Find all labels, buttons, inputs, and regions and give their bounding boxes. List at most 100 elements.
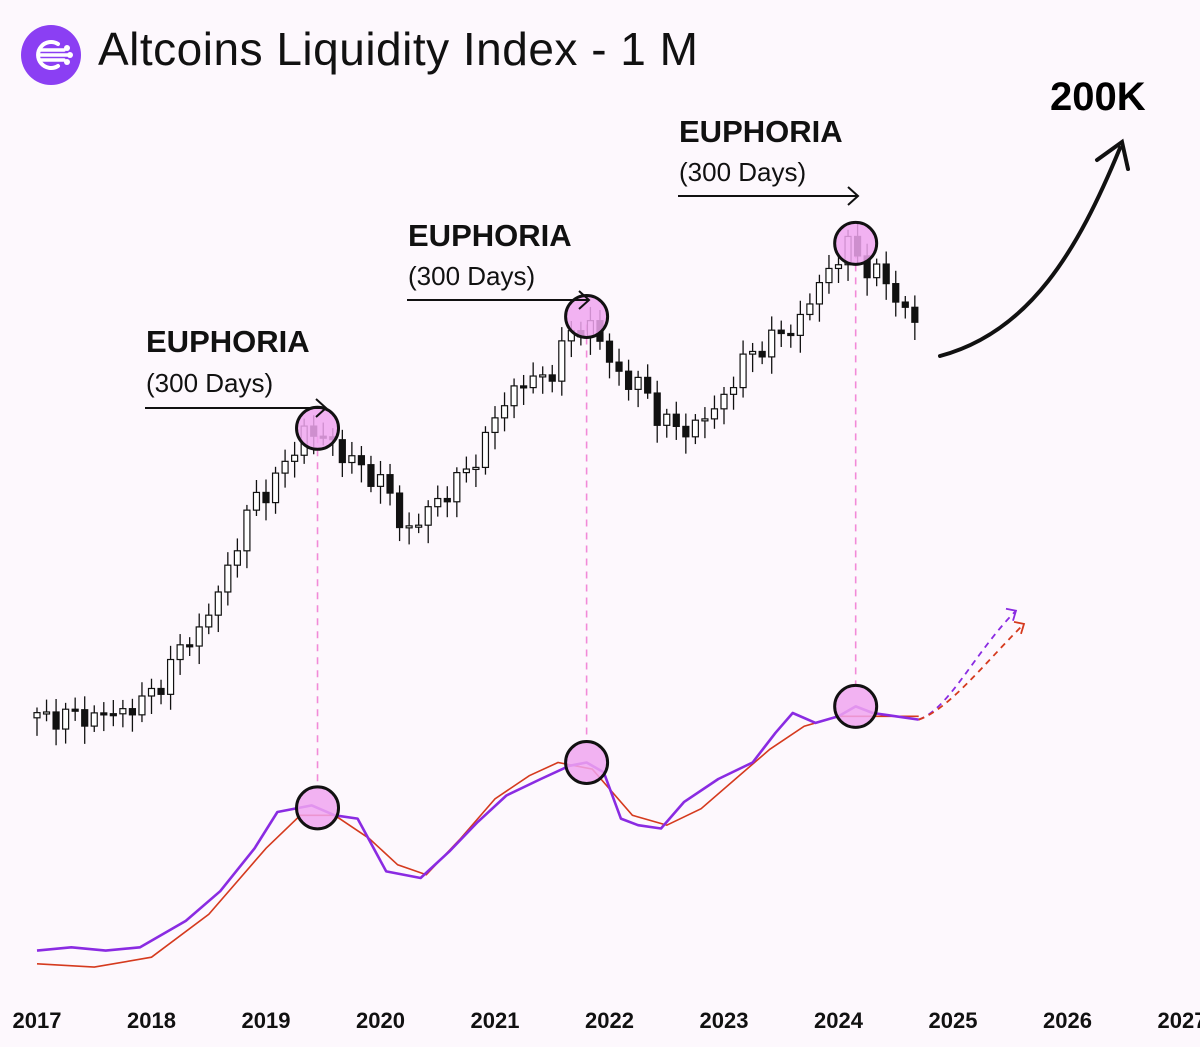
x-tick-label: 2027: [1158, 1008, 1200, 1033]
x-tick-label: 2024: [814, 1008, 864, 1033]
x-tick-label: 2020: [356, 1008, 405, 1033]
price-candle: [787, 324, 795, 348]
projection-arrow: [918, 621, 1026, 721]
price-candle: [901, 295, 909, 319]
price-candle: [749, 342, 757, 373]
price-candle: [233, 538, 241, 578]
x-tick-label: 2026: [1043, 1008, 1092, 1033]
projection-arrows: [918, 607, 1026, 721]
phase-annotation-1: EUPHORIA (300 Days): [145, 324, 328, 418]
price-candle: [243, 504, 251, 569]
price-candle: [653, 380, 661, 443]
price-candle: [81, 696, 89, 744]
x-tick-label: 2025: [929, 1008, 978, 1033]
circuit-logo-icon: [21, 25, 81, 85]
price-candle: [834, 253, 843, 284]
phase-title: EUPHORIA: [679, 114, 843, 149]
phase-duration: (300 Days): [146, 368, 273, 398]
liquidity-peak-marker: [564, 740, 610, 785]
price-candle: [42, 699, 51, 722]
peak-markers: [295, 220, 879, 831]
right-arrow-icon: [145, 398, 328, 418]
price-candle: [166, 645, 175, 710]
price-candle: [558, 327, 566, 396]
price-candle: [605, 333, 614, 379]
price-candle: [367, 455, 375, 493]
price-candle: [729, 376, 738, 410]
price-candle: [710, 395, 719, 429]
price-candle: [768, 316, 776, 374]
price-candle: [663, 408, 671, 438]
phase-duration: (300 Days): [408, 261, 535, 291]
peak-guide-lines: [316, 251, 857, 790]
x-tick-label: 2021: [471, 1008, 520, 1033]
right-arrow-icon: [678, 186, 860, 206]
price-candle: [472, 454, 480, 488]
price-candle: [510, 378, 518, 419]
price-candle: [491, 406, 499, 450]
price-candle: [281, 449, 289, 488]
price-candle: [252, 479, 261, 517]
price-candle: [529, 362, 537, 394]
price-candle: [720, 386, 728, 425]
price-candle: [806, 293, 814, 321]
price-candle: [739, 340, 747, 398]
price-candle: [634, 370, 642, 408]
x-tick-label: 2022: [585, 1008, 634, 1033]
price-peak-marker: [564, 294, 610, 339]
price-candle: [119, 699, 127, 728]
price-candle: [453, 467, 461, 518]
price-candle: [796, 300, 804, 353]
price-candle: [443, 486, 451, 518]
price-candle: [777, 320, 785, 347]
price-candles: [33, 223, 919, 746]
price-candle: [892, 270, 900, 317]
phase-annotation-3: EUPHORIA (300 Days): [678, 114, 860, 206]
price-peak-marker: [295, 405, 341, 451]
phase-annotation-2: EUPHORIA (300 Days): [407, 218, 591, 310]
price-candle: [71, 697, 79, 721]
price-candle: [424, 500, 432, 544]
price-candle: [62, 702, 70, 744]
price-candle: [815, 274, 824, 322]
price-candle: [176, 634, 184, 675]
price-candle: [615, 348, 623, 386]
price-candle: [395, 485, 404, 542]
price-candle: [911, 295, 919, 341]
price-candle: [157, 679, 165, 705]
right-arrow-icon: [407, 290, 591, 310]
price-candle: [405, 512, 413, 545]
price-candle: [672, 401, 680, 440]
price-candle: [462, 456, 470, 483]
price-candle: [348, 441, 356, 474]
price-candle: [262, 479, 270, 521]
price-candle: [500, 392, 509, 432]
price-candle: [415, 513, 423, 534]
phase-duration: (300 Days): [679, 157, 806, 187]
price-candle: [481, 426, 490, 475]
x-tick-label: 2019: [242, 1008, 291, 1033]
x-tick-label: 2017: [13, 1008, 62, 1033]
phase-title: EUPHORIA: [146, 324, 310, 359]
liquidity-line: [36, 705, 919, 952]
price-candle: [825, 254, 833, 294]
price-candle: [138, 682, 146, 723]
price-candle: [520, 374, 528, 405]
liquidity-peak-marker: [295, 785, 341, 831]
price-candle: [214, 585, 222, 633]
price-candle: [147, 678, 156, 714]
price-candle: [33, 707, 41, 736]
price-candle: [100, 702, 108, 732]
projection-arrow: [918, 607, 1018, 721]
price-candle: [386, 463, 394, 506]
price-peak-marker: [833, 220, 879, 266]
price-candle: [434, 485, 442, 517]
x-tick-label: 2018: [127, 1008, 176, 1033]
price-candle: [691, 414, 699, 445]
x-tick-label: 2023: [700, 1008, 749, 1033]
price-candle: [758, 341, 766, 365]
price-candle: [291, 441, 299, 478]
price-candle: [195, 613, 203, 665]
